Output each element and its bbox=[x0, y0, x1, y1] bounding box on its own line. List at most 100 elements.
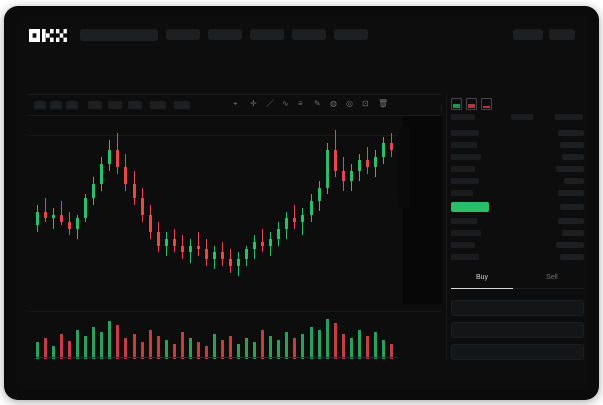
volume-bar bbox=[285, 332, 289, 359]
orderbook-row-total bbox=[558, 218, 584, 224]
chart-panel: ⌖ ✛ ／ ∿ ≡ ✎ ◍ ◎ ⊡ 🗑 bbox=[28, 94, 441, 361]
order-field-amount[interactable] bbox=[451, 322, 584, 338]
volume-series bbox=[28, 313, 441, 359]
orderbook-row[interactable] bbox=[451, 166, 475, 172]
candle-wick bbox=[53, 208, 55, 229]
candle-wick bbox=[246, 245, 248, 266]
orderbook-view-toggles[interactable] bbox=[451, 98, 492, 110]
nav-item-2[interactable] bbox=[208, 29, 242, 40]
interval-1[interactable] bbox=[34, 101, 46, 109]
nav-item-3[interactable] bbox=[250, 29, 284, 40]
volume-bar bbox=[221, 339, 225, 359]
fib-icon[interactable]: ≡ bbox=[298, 99, 303, 108]
volume-bar bbox=[172, 343, 176, 359]
candle-wick bbox=[69, 211, 71, 236]
candle-wick bbox=[286, 211, 288, 239]
nav-item-4[interactable] bbox=[292, 29, 326, 40]
volume-bar bbox=[164, 339, 168, 359]
orderbook-row-total bbox=[560, 254, 584, 260]
order-field-total[interactable] bbox=[451, 344, 584, 360]
lock-icon[interactable]: ⊡ bbox=[362, 99, 369, 108]
tab-underline-track bbox=[451, 288, 584, 289]
orderbook-columns bbox=[451, 114, 584, 122]
orderbook-row-total bbox=[556, 242, 584, 248]
volume-bar bbox=[148, 330, 152, 359]
volume-bar bbox=[389, 343, 393, 359]
volume-bar bbox=[373, 332, 377, 359]
candle-wick bbox=[165, 231, 167, 256]
candle-wick bbox=[109, 140, 111, 171]
candle-wick bbox=[77, 214, 79, 239]
search-input[interactable] bbox=[80, 29, 158, 41]
candle-wick bbox=[213, 245, 215, 270]
orderbook-row-total bbox=[558, 130, 584, 136]
interval-6[interactable] bbox=[128, 101, 142, 109]
orderbook-row[interactable] bbox=[451, 154, 481, 160]
orderbook-row[interactable] bbox=[451, 130, 479, 136]
candle-wick bbox=[374, 150, 376, 178]
volume-bar bbox=[180, 332, 184, 359]
candle-wick bbox=[205, 238, 207, 266]
candle-wick bbox=[85, 194, 87, 222]
tab-sell[interactable]: Sell bbox=[546, 274, 558, 281]
candle-wick bbox=[45, 197, 47, 222]
candle-wick bbox=[222, 242, 224, 266]
chart-toolbar: ⌖ ✛ ／ ∿ ≡ ✎ ◍ ◎ ⊡ 🗑 bbox=[28, 95, 441, 116]
magnet-icon[interactable]: ◍ bbox=[330, 99, 337, 108]
volume-bar bbox=[269, 336, 273, 359]
header-action-2[interactable] bbox=[549, 29, 575, 40]
volume-bar bbox=[92, 326, 96, 359]
orderbook-row[interactable] bbox=[451, 142, 477, 148]
cursor-icon[interactable]: ⌖ bbox=[233, 99, 238, 108]
orderbook-row[interactable] bbox=[451, 242, 475, 248]
indicator-button[interactable] bbox=[150, 101, 166, 109]
candle-wick bbox=[270, 231, 272, 256]
orderbook-row[interactable] bbox=[451, 178, 479, 184]
volume-bar bbox=[140, 341, 144, 359]
compare-button[interactable] bbox=[174, 101, 190, 109]
okx-logo-icon[interactable] bbox=[28, 28, 70, 42]
nav-item-1[interactable] bbox=[166, 29, 200, 40]
candle-wick bbox=[278, 221, 280, 246]
crosshair-icon[interactable]: ✛ bbox=[250, 99, 257, 108]
trash-icon[interactable]: 🗑 bbox=[378, 99, 389, 108]
candle-wick bbox=[326, 143, 328, 195]
interval-5[interactable] bbox=[108, 101, 122, 109]
okx-logo-svg bbox=[29, 28, 67, 42]
top-navigation-bar bbox=[16, 16, 587, 52]
orderbook-bids-icon[interactable] bbox=[481, 98, 492, 110]
interval-4[interactable] bbox=[88, 101, 102, 109]
candle-wick bbox=[238, 252, 240, 277]
volume-bar bbox=[229, 336, 233, 359]
volume-bar bbox=[253, 341, 257, 359]
app-screen: Spot Trading ▾ ▾ bbox=[16, 16, 587, 390]
candle-wick bbox=[230, 248, 232, 273]
candlestick-chart[interactable] bbox=[28, 115, 441, 361]
candle-wick bbox=[262, 228, 264, 253]
trendline-icon[interactable]: ／ bbox=[266, 99, 274, 108]
tab-buy[interactable]: Buy bbox=[475, 274, 489, 281]
orderbook-row-total bbox=[558, 190, 584, 196]
orderbook-both-icon[interactable] bbox=[451, 98, 462, 110]
header-action-1[interactable] bbox=[513, 29, 543, 40]
volume-bar bbox=[309, 326, 313, 359]
interval-3[interactable] bbox=[66, 101, 78, 109]
volume-bar bbox=[325, 319, 329, 359]
buy-sell-tabs[interactable]: Buy Sell bbox=[451, 272, 584, 292]
order-field-price[interactable] bbox=[451, 300, 584, 316]
orderbook-row[interactable] bbox=[451, 230, 481, 236]
orderbook-row[interactable] bbox=[451, 190, 473, 196]
orderbook-row[interactable] bbox=[451, 218, 477, 224]
nav-item-5[interactable] bbox=[334, 29, 368, 40]
orderbook-col-amount bbox=[511, 114, 533, 120]
orderbook-row[interactable] bbox=[451, 254, 479, 260]
orderbook-asks-icon[interactable] bbox=[466, 98, 477, 110]
orderbook-row-total bbox=[560, 142, 584, 148]
interval-2[interactable] bbox=[50, 101, 62, 109]
wave-icon[interactable]: ∿ bbox=[282, 99, 289, 108]
pencil-icon[interactable]: ✎ bbox=[314, 99, 321, 108]
eye-icon[interactable]: ◎ bbox=[346, 99, 353, 108]
candle-wick bbox=[157, 221, 159, 253]
orderbook-row-total bbox=[564, 178, 584, 184]
volume-bar bbox=[212, 334, 216, 359]
